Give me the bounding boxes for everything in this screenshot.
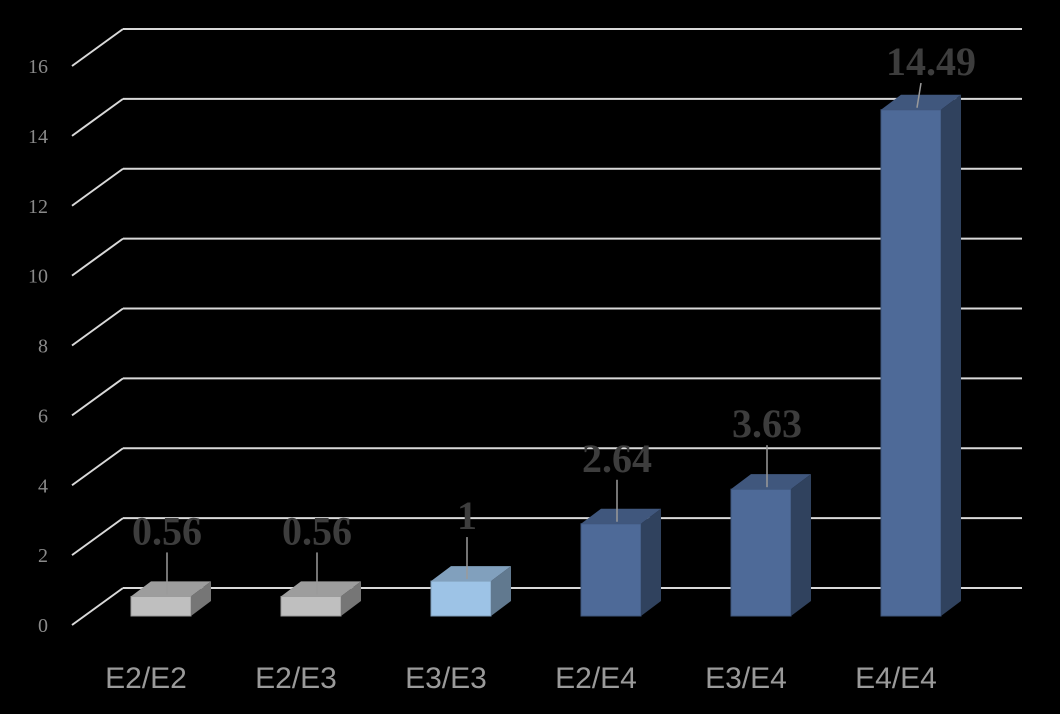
gridlines [71, 28, 1022, 626]
gridline-diagonal [71, 98, 124, 137]
bar [580, 508, 661, 617]
gridline-diagonal [71, 28, 124, 67]
bar-top-face [581, 508, 661, 524]
bar-top-face [281, 581, 361, 597]
data-label: 14.49 [886, 39, 976, 84]
bar [880, 94, 961, 617]
y-tick-label: 14 [28, 126, 48, 148]
x-tick-label: E4/E4 [855, 662, 937, 695]
gridline-diagonal [71, 587, 124, 626]
x-tick-label: E2/E3 [255, 662, 337, 695]
y-tick-label: 16 [28, 56, 48, 78]
y-tick-label: 8 [38, 336, 48, 358]
y-tick-label: 0 [38, 615, 48, 637]
y-tick-label: 6 [38, 405, 48, 427]
x-tick-label: E3/E4 [705, 662, 787, 695]
bar-side-face [191, 581, 211, 616]
gridline-diagonal [71, 307, 124, 347]
y-tick-label: 4 [38, 475, 48, 497]
y-tick-label: 2 [38, 545, 48, 567]
gridline-diagonal [71, 167, 124, 207]
bar-top-face [731, 474, 811, 490]
x-tick-label: E2/E2 [105, 662, 187, 695]
y-tick-label: 10 [28, 266, 48, 288]
bar-top-face [431, 566, 511, 582]
y-axis-ticks: 0 2 4 6 8 10 12 14 16 [28, 56, 48, 637]
data-label: 0.56 [132, 508, 202, 553]
bar-top-face [881, 94, 961, 110]
bar-side-face [491, 566, 511, 616]
bar-side-face [341, 581, 361, 616]
gridline-diagonal [71, 237, 124, 277]
bar [130, 581, 211, 617]
bar-front-face [430, 580, 492, 617]
y-tick-label: 12 [28, 196, 48, 218]
x-tick-label: E3/E3 [405, 662, 487, 695]
bar-front-face [280, 595, 342, 617]
bar-side-face [941, 94, 961, 617]
bar-front-face [730, 488, 792, 617]
bar-front-face [880, 109, 942, 617]
bar-front-face [580, 523, 642, 617]
x-tick-label: E2/E4 [555, 662, 637, 695]
data-label-leader [916, 82, 922, 108]
gridline-diagonal [71, 517, 124, 556]
data-label: 1 [457, 493, 477, 538]
data-label: 0.56 [282, 508, 352, 553]
gridline-diagonal [71, 377, 124, 417]
bar-side-face [791, 474, 811, 616]
bars [130, 94, 961, 617]
bar-side-face [641, 508, 661, 616]
bar-top-face [131, 581, 211, 597]
data-label: 2.64 [582, 436, 652, 481]
x-axis-ticks: E2/E2 E2/E3 E3/E3 E2/E4 E3/E4 E4/E4 [105, 662, 937, 695]
bar [280, 581, 361, 617]
data-labels: 0.56 0.56 1 2.64 3.63 14.49 [132, 39, 976, 595]
bar [730, 474, 811, 617]
gridline-diagonal [71, 447, 124, 487]
bar-front-face [130, 595, 192, 617]
data-label: 3.63 [732, 401, 802, 446]
bar [430, 566, 511, 617]
